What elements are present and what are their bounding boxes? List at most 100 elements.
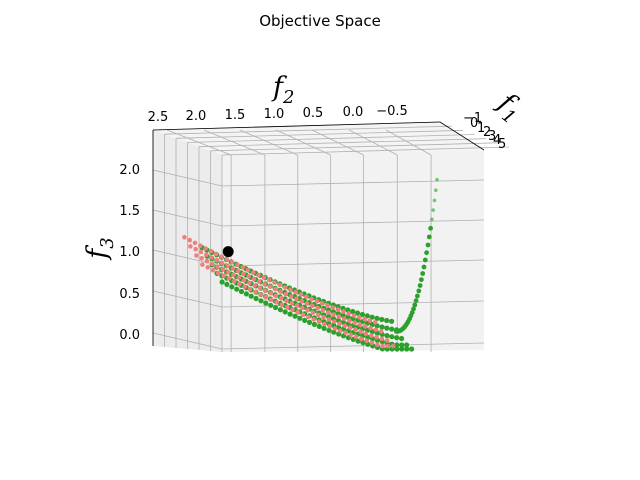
population-point [253, 295, 259, 302]
population-point [379, 316, 385, 323]
pareto-point [231, 272, 236, 278]
y-tick-label: 0.0 [343, 105, 364, 120]
pareto-point [375, 342, 380, 347]
population-point [404, 342, 410, 348]
y-gridline-top [275, 129, 331, 156]
z-gridline [221, 179, 485, 187]
x-tick-label: 0 [470, 116, 478, 131]
pareto-point [364, 338, 370, 344]
pareto-point [258, 292, 264, 297]
pareto-point [368, 325, 373, 331]
population-point [374, 315, 380, 321]
pareto-point [316, 319, 322, 325]
population-point [431, 208, 436, 212]
pareto-point [325, 303, 330, 308]
pareto-point [263, 294, 269, 300]
pareto-point [352, 320, 358, 326]
population-point [384, 325, 390, 331]
pareto-point [310, 303, 315, 309]
pareto-point [342, 323, 348, 329]
pareto-point [384, 338, 390, 343]
pareto-point [373, 327, 379, 333]
population-point [413, 298, 419, 303]
pareto-point [316, 312, 321, 318]
pareto-point [311, 317, 317, 322]
pareto-point [332, 326, 338, 331]
pareto-point [353, 334, 359, 340]
pareto-point [231, 279, 237, 284]
pareto-point [221, 273, 226, 279]
pareto-point [205, 265, 210, 270]
population-point [399, 346, 405, 352]
z-tick-label: 1.0 [119, 245, 140, 260]
pareto-point [199, 255, 204, 261]
y-axis-line [152, 121, 441, 131]
population-point [412, 302, 418, 308]
population-point [224, 281, 230, 287]
pareto-point [353, 327, 358, 333]
pareto-point [220, 267, 226, 272]
population-point [350, 308, 356, 315]
pareto-point [241, 277, 247, 283]
pareto-point [283, 291, 289, 297]
pareto-point [187, 237, 192, 243]
pareto-point [326, 317, 332, 322]
y-tick-label: 0.5 [303, 106, 324, 121]
pareto-point [295, 309, 301, 315]
population-point [365, 334, 371, 340]
population-point [379, 324, 385, 330]
population-point [411, 306, 416, 312]
pareto-point [346, 311, 352, 316]
pareto-point [315, 305, 320, 311]
x-tick-label: 1 [477, 121, 485, 136]
pareto-point [378, 329, 384, 334]
pareto-point [268, 290, 273, 296]
population-point [432, 198, 437, 203]
pareto-point [309, 296, 314, 302]
pareto-point [277, 282, 283, 288]
y-gridline-top [203, 129, 266, 156]
pareto-point [204, 252, 209, 258]
pareto-point [226, 276, 232, 281]
x-gridline-top [175, 129, 464, 139]
pareto-point [327, 324, 332, 329]
x-tick-label: 4 [493, 133, 501, 148]
pareto-point [335, 307, 341, 312]
pareto-point [247, 280, 252, 286]
z-tick-label: 1.5 [119, 204, 140, 219]
pareto-point [252, 283, 257, 288]
pareto-point [330, 305, 336, 310]
pareto-point [225, 269, 231, 275]
population-point [243, 291, 249, 297]
pareto-point [208, 248, 214, 254]
population-point [420, 271, 426, 276]
population-point [321, 325, 327, 331]
pareto-point [341, 309, 346, 314]
population-point [238, 288, 245, 295]
population-point [409, 346, 415, 352]
pareto-point [305, 308, 311, 313]
pareto-point [214, 258, 220, 263]
pareto-point [256, 272, 261, 278]
pareto-point [288, 294, 294, 299]
pareto-point [379, 336, 385, 342]
pareto-point [242, 284, 248, 290]
y-gridline-top [239, 129, 298, 156]
pareto-point [294, 296, 299, 302]
chart-title: Objective Space [259, 12, 381, 30]
pareto-point [210, 261, 215, 267]
population-point [263, 300, 269, 306]
pareto-point [390, 343, 396, 349]
population-point [306, 319, 313, 325]
y-tick-label: −0.5 [376, 104, 408, 119]
y-tick-label: 2.5 [148, 110, 169, 125]
z-tick-label: 0.5 [119, 287, 140, 302]
pareto-point [266, 277, 272, 283]
pareto-point [290, 307, 295, 313]
pareto-point [257, 279, 262, 284]
x-tick-label: 5 [498, 137, 506, 152]
y-gridline-top [385, 129, 432, 156]
pareto-point [245, 267, 251, 273]
population-point [399, 342, 405, 348]
pareto-point [216, 270, 221, 276]
